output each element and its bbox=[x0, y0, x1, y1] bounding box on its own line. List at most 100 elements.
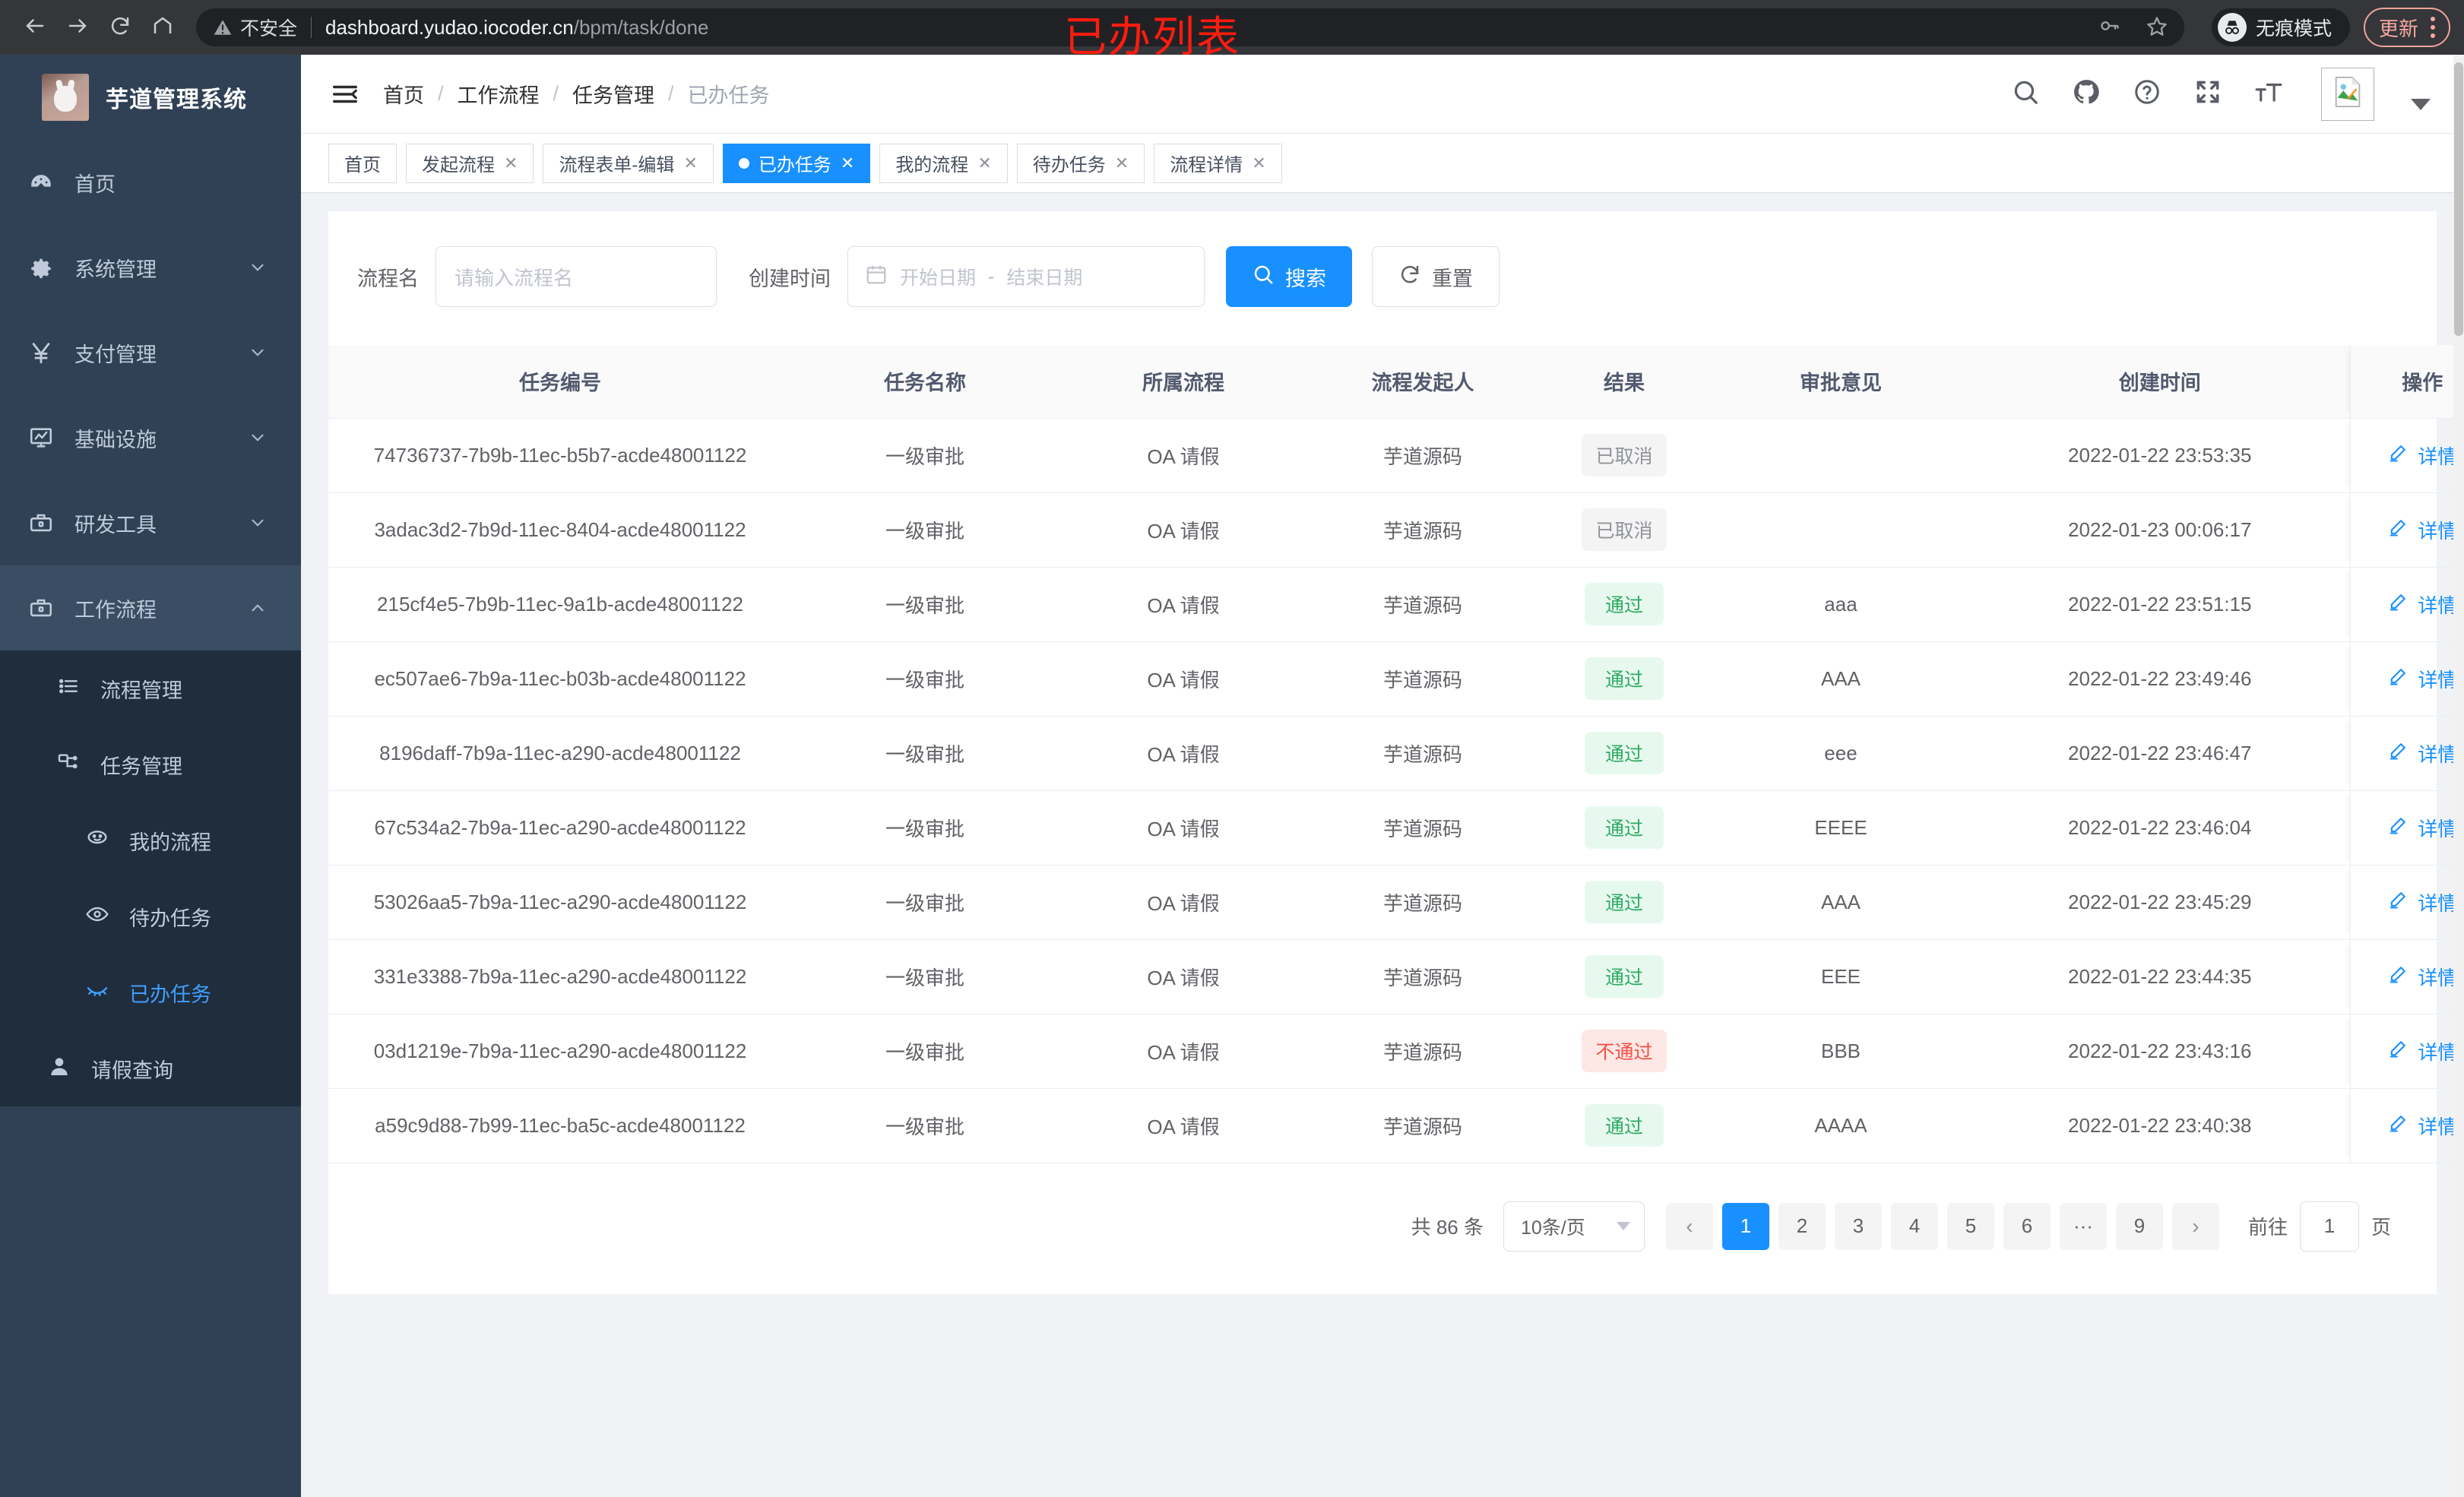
cell-created-time: 2022-01-22 23:46:04 bbox=[1970, 790, 2350, 866]
breadcrumb-item-workflow[interactable]: 工作流程 bbox=[457, 84, 540, 107]
reset-button[interactable]: 重置 bbox=[1372, 246, 1500, 307]
help-circle-icon[interactable] bbox=[2133, 78, 2162, 110]
tab-label: 流程表单-编辑 bbox=[559, 155, 675, 176]
detail-link[interactable]: 详情 bbox=[2387, 516, 2457, 544]
sidebar-item-workflow[interactable]: 工作流程 bbox=[0, 565, 301, 650]
search-button[interactable]: 搜索 bbox=[1226, 246, 1352, 307]
close-icon[interactable]: ✕ bbox=[1114, 153, 1129, 172]
avatar[interactable] bbox=[2321, 67, 2374, 121]
detail-link[interactable]: 详情 bbox=[2387, 739, 2457, 767]
page-scrollbar-thumb[interactable] bbox=[2454, 62, 2463, 336]
pagination-page-1[interactable]: 1 bbox=[1721, 1202, 1769, 1250]
cell-created-time: 2022-01-22 23:43:16 bbox=[1970, 1014, 2350, 1089]
tab-todo-task[interactable]: 待办任务 ✕ bbox=[1016, 143, 1145, 183]
pagination-page-2[interactable]: 2 bbox=[1778, 1202, 1826, 1250]
key-icon[interactable] bbox=[2099, 15, 2120, 40]
cell-comment: AAA bbox=[1712, 865, 1970, 940]
sidebar-item-payment[interactable]: 支付管理 bbox=[0, 310, 301, 395]
close-icon[interactable]: ✕ bbox=[977, 153, 992, 172]
fullscreen-icon[interactable] bbox=[2193, 78, 2222, 110]
sidebar-item-infrastructure[interactable]: 基础设施 bbox=[0, 395, 301, 480]
kebab-menu-icon[interactable] bbox=[2431, 17, 2435, 38]
sidebar-item-label: 系统管理 bbox=[74, 258, 157, 281]
home-button[interactable] bbox=[141, 6, 184, 49]
detail-link[interactable]: 详情 bbox=[2387, 888, 2457, 916]
tab-process-form-edit[interactable]: 流程表单-编辑 ✕ bbox=[543, 143, 714, 183]
star-icon[interactable] bbox=[2146, 15, 2168, 40]
detail-link[interactable]: 详情 bbox=[2387, 590, 2457, 619]
detail-label: 详情 bbox=[2418, 1040, 2458, 1064]
tab-home[interactable]: 首页 bbox=[328, 143, 397, 183]
tab-process-detail[interactable]: 流程详情 ✕ bbox=[1154, 143, 1282, 183]
pagination-page-3[interactable]: 3 bbox=[1834, 1202, 1882, 1250]
pagination-ellipsis[interactable]: ··· bbox=[2059, 1202, 2107, 1250]
address-bar[interactable]: 不安全 dashboard.yudao.iocoder.cn /bpm/task… bbox=[196, 8, 2184, 46]
search-icon[interactable] bbox=[2011, 78, 2040, 110]
cell-operation: 详情 bbox=[2349, 939, 2464, 1014]
tab-start-process[interactable]: 发起流程 ✕ bbox=[406, 143, 534, 183]
sidebar-item-my-process[interactable]: 我的流程 bbox=[0, 802, 301, 878]
close-icon[interactable]: ✕ bbox=[840, 153, 855, 172]
breadcrumb-item-home[interactable]: 首页 bbox=[383, 84, 424, 107]
brand[interactable]: 芋道管理系统 bbox=[0, 55, 301, 140]
breadcrumb-item-task-management[interactable]: 任务管理 bbox=[572, 84, 655, 107]
sidebar-item-system[interactable]: 系统管理 bbox=[0, 225, 301, 310]
pagination-page-5[interactable]: 5 bbox=[1946, 1202, 1994, 1250]
pagination-jump-input[interactable]: 1 bbox=[2299, 1201, 2359, 1252]
detail-link[interactable]: 详情 bbox=[2387, 665, 2457, 693]
close-icon[interactable]: ✕ bbox=[504, 153, 518, 172]
page-size-select[interactable]: 10条/页 bbox=[1503, 1201, 1645, 1252]
detail-label: 详情 bbox=[2418, 966, 2458, 989]
cell-comment: BBB bbox=[1712, 1014, 1970, 1089]
cell-task-id: a59c9d88-7b99-11ec-ba5c-acde48001122 bbox=[328, 1088, 792, 1163]
sidebar-item-process-management[interactable]: 流程管理 bbox=[0, 650, 301, 726]
cell-task-name: 一级审批 bbox=[792, 492, 1058, 568]
detail-link[interactable]: 详情 bbox=[2387, 442, 2457, 470]
detail-link[interactable]: 详情 bbox=[2387, 1037, 2457, 1065]
chevron-down-icon bbox=[1616, 1222, 1630, 1230]
close-icon[interactable]: ✕ bbox=[1252, 153, 1266, 172]
cell-process: OA 请假 bbox=[1058, 641, 1309, 717]
sidebar-item-leave-query[interactable]: 请假查询 bbox=[0, 1030, 301, 1106]
content-area: 流程名 请输入流程名 创建时间 开始日期 - 结束日期 bbox=[301, 193, 2464, 1294]
page-scrollbar-track[interactable] bbox=[2453, 55, 2464, 1497]
sidebar-item-todo-task[interactable]: 待办任务 bbox=[0, 878, 301, 954]
cell-task-name: 一级审批 bbox=[792, 567, 1058, 642]
detail-link[interactable]: 详情 bbox=[2387, 1112, 2457, 1140]
cell-initiator: 芋道源码 bbox=[1309, 865, 1537, 940]
incognito-badge-group[interactable]: 无痕模式 bbox=[2211, 8, 2350, 46]
date-range-separator: - bbox=[988, 265, 995, 287]
chevron-down-icon[interactable] bbox=[2411, 99, 2431, 110]
detail-link[interactable]: 详情 bbox=[2387, 963, 2457, 991]
sidebar-item-task-management[interactable]: 任务管理 bbox=[0, 726, 301, 802]
smile-icon bbox=[85, 826, 109, 856]
status-badge: 不通过 bbox=[1582, 1030, 1667, 1072]
detail-link[interactable]: 详情 bbox=[2387, 814, 2457, 842]
search-input[interactable]: 请输入流程名 bbox=[435, 246, 717, 307]
pagination-page-4[interactable]: 4 bbox=[1890, 1202, 1938, 1250]
date-range-picker[interactable]: 开始日期 - 结束日期 bbox=[847, 246, 1205, 307]
font-size-icon[interactable] bbox=[2254, 78, 2283, 110]
github-icon[interactable] bbox=[2072, 78, 2101, 110]
tab-my-process[interactable]: 我的流程 ✕ bbox=[879, 143, 1008, 183]
sidebar-item-devtools[interactable]: 研发工具 bbox=[0, 480, 301, 565]
sidebar-item-label: 请假查询 bbox=[91, 1059, 173, 1082]
sidebar-item-done-task[interactable]: 已办任务 bbox=[0, 954, 301, 1030]
start-date-placeholder: 开始日期 bbox=[900, 267, 977, 289]
cell-comment: AAA bbox=[1712, 641, 1970, 717]
sidebar: 芋道管理系统 首页 系统管理 支付管理 基础设施 bbox=[0, 55, 301, 1497]
reload-button[interactable] bbox=[99, 6, 141, 49]
pagination-page-6[interactable]: 6 bbox=[2003, 1202, 2051, 1250]
close-icon[interactable]: ✕ bbox=[683, 153, 698, 172]
pagination-next-button[interactable]: › bbox=[2171, 1202, 2219, 1250]
pagination-page-9[interactable]: 9 bbox=[2115, 1202, 2163, 1250]
back-button[interactable] bbox=[14, 6, 56, 49]
tab-done-task[interactable]: 已办任务 ✕ bbox=[722, 143, 871, 183]
sidebar-item-home[interactable]: 首页 bbox=[0, 140, 301, 225]
cell-task-id: 8196daff-7b9a-11ec-a290-acde48001122 bbox=[328, 716, 792, 791]
hamburger-icon[interactable] bbox=[328, 78, 362, 111]
update-button[interactable]: 更新 bbox=[2363, 8, 2450, 47]
forward-button[interactable] bbox=[56, 6, 99, 49]
cell-process: OA 请假 bbox=[1058, 716, 1309, 791]
pagination-prev-button[interactable]: ‹ bbox=[1665, 1202, 1713, 1250]
